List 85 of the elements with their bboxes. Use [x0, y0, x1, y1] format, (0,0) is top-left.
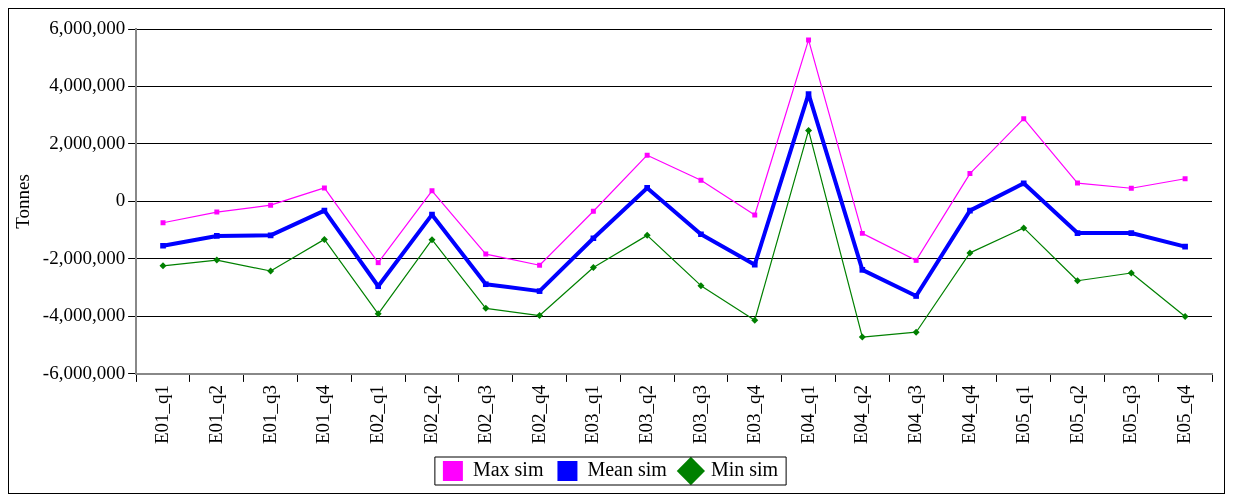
point: [1021, 116, 1027, 122]
y-axis-title: Tonnes: [12, 174, 34, 229]
x-tick-label: E01_q4: [312, 384, 334, 444]
point: [1020, 180, 1027, 187]
point: [589, 264, 597, 272]
point: [967, 171, 973, 177]
point: [697, 282, 705, 290]
legend-label: Max sim: [472, 458, 544, 481]
point: [698, 231, 704, 238]
y-tick-label: 2,000,000: [49, 131, 126, 153]
point: [213, 256, 221, 264]
legend-label: Min sim: [710, 458, 779, 481]
point: [428, 236, 436, 244]
point: [320, 235, 328, 243]
point: [859, 230, 865, 236]
point: [1182, 176, 1188, 182]
legend-label: Mean sim: [587, 458, 668, 481]
y-tick-label: 4,000,000: [49, 74, 126, 96]
point: [643, 231, 651, 239]
y-tick-label: -2,000,000: [42, 246, 126, 268]
point: [1181, 312, 1189, 320]
x-tick-label: E02_q3: [473, 384, 495, 444]
point: [751, 261, 758, 268]
x-tick-label: E04_q3: [904, 384, 926, 444]
point: [805, 91, 812, 97]
x-tick-label: E02_q4: [527, 384, 549, 444]
point: [536, 288, 543, 294]
point: [1127, 269, 1135, 277]
y-tick-label: 0: [115, 189, 126, 211]
x-tick-label: E05_q4: [1173, 384, 1195, 444]
x-tick-label: E04_q4: [957, 384, 979, 444]
point: [966, 249, 974, 257]
point: [536, 312, 544, 320]
point: [859, 267, 866, 273]
x-tick-label: E01_q3: [258, 384, 280, 444]
point: [644, 152, 650, 158]
point: [644, 185, 650, 191]
point: [806, 37, 812, 43]
point: [752, 212, 758, 218]
point: [805, 126, 813, 134]
point: [913, 293, 919, 299]
x-tick-label: E04_q1: [796, 384, 818, 444]
point: [483, 251, 489, 257]
point: [537, 262, 543, 268]
x-tick-label: E03_q2: [635, 384, 657, 444]
point: [321, 185, 327, 191]
point: [1182, 243, 1188, 250]
y-tick-label: -4,000,000: [42, 304, 126, 326]
point: [1075, 180, 1080, 186]
point: [1074, 230, 1081, 236]
point: [159, 262, 167, 270]
point: [374, 310, 382, 318]
x-tick-label: E05_q3: [1119, 384, 1141, 444]
x-tick-label: E01_q1: [151, 384, 173, 444]
x-tick-label: E03_q3: [688, 384, 710, 444]
point: [482, 304, 490, 312]
x-tick-label: E02_q1: [366, 384, 388, 444]
y-tick-label: -6,000,000: [42, 361, 126, 383]
x-tick-label: E04_q2: [850, 384, 872, 444]
point: [967, 207, 973, 214]
point: [267, 267, 275, 275]
point: [590, 235, 597, 242]
point: [912, 328, 920, 336]
x-tick-label: E05_q1: [1011, 384, 1033, 444]
point: [1020, 224, 1028, 232]
point: [1074, 277, 1082, 285]
x-tick-label: E02_q2: [419, 384, 441, 444]
point: [214, 209, 220, 215]
y-tick-label: 6,000,000: [49, 16, 126, 38]
point: [375, 260, 381, 266]
point: [1128, 185, 1134, 191]
x-tick-label: E01_q2: [204, 384, 226, 444]
point: [698, 177, 704, 183]
point: [858, 333, 866, 341]
point: [751, 316, 759, 324]
x-tick-label: E03_q4: [742, 384, 764, 444]
point: [913, 257, 919, 263]
point: [268, 202, 274, 208]
x-tick-label: E03_q1: [581, 384, 603, 444]
point: [482, 281, 489, 288]
point: [160, 242, 166, 249]
point: [590, 208, 596, 214]
point: [1128, 230, 1135, 236]
x-tick-label: E05_q2: [1065, 384, 1087, 444]
point: [213, 233, 220, 239]
